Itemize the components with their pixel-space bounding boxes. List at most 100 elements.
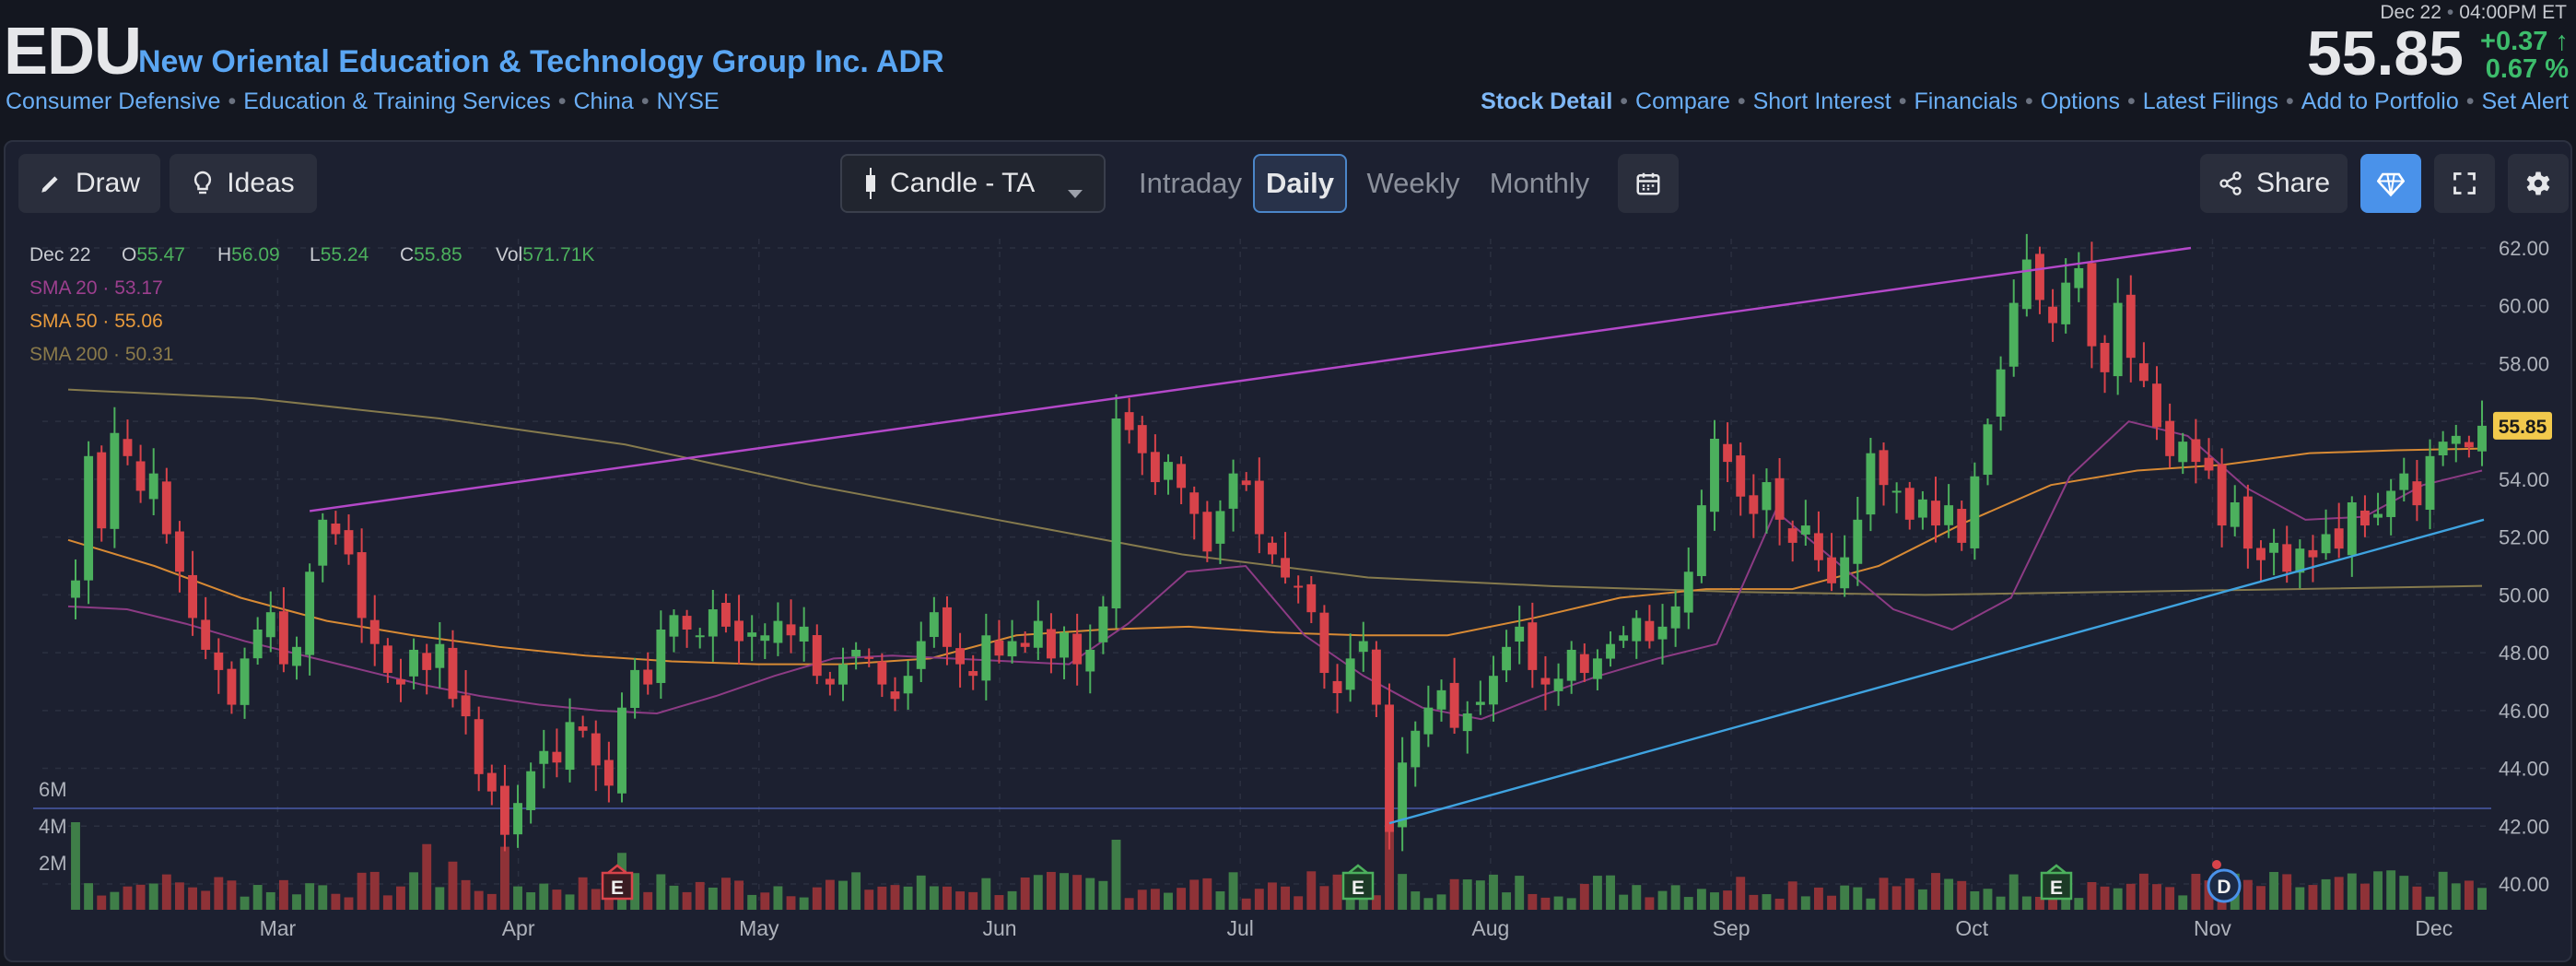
candle-body	[382, 645, 392, 674]
volume-bar	[526, 892, 536, 910]
settings-button[interactable]	[2508, 154, 2569, 213]
legend-sma-item: SMA 20 · 53.17	[29, 277, 163, 299]
candle-body	[2334, 528, 2344, 549]
volume-bar	[1215, 890, 1225, 910]
candle-body	[1813, 533, 1823, 560]
volume-bar	[916, 875, 926, 910]
volume-bar	[1515, 876, 1525, 910]
draw-button[interactable]: Draw	[18, 154, 160, 213]
candle-body	[603, 760, 614, 786]
volume-bar	[2074, 898, 2084, 910]
share-icon	[2219, 171, 2242, 195]
nav-latest-filings[interactable]: Latest Filings	[2142, 88, 2279, 114]
volume-bar	[2295, 887, 2305, 910]
upper-trend-line	[309, 246, 2192, 512]
sector-breadcrumb: Consumer Defensive • Education & Training …	[6, 88, 720, 114]
gear-icon	[2526, 171, 2550, 195]
volume-bar	[630, 873, 640, 910]
share-button[interactable]: Share	[2200, 154, 2348, 213]
chart-type-select[interactable]: Candle - TA	[840, 154, 1106, 213]
nav-options[interactable]: Options	[2040, 88, 2120, 114]
volume-bar	[1189, 879, 1200, 910]
tab-weekly[interactable]: Weekly	[1366, 167, 1460, 199]
price-chart[interactable]: 62.0060.0058.0056.0054.0052.0050.0048.00…	[6, 230, 2570, 962]
candle-body	[929, 612, 939, 638]
price-axis: 62.0060.0058.0056.0054.0052.0050.0048.00…	[39, 237, 2552, 896]
volume-bar	[1787, 881, 1797, 910]
breadcrumb-industry[interactable]: Education & Training Services	[243, 88, 551, 114]
month-label: Nov	[2194, 916, 2231, 940]
volume-bar	[929, 886, 939, 910]
company-name[interactable]: New Oriental Education & Technology Grou…	[138, 44, 944, 79]
price-tick-label: 44.00	[2499, 758, 2549, 781]
volume-bar	[2008, 874, 2019, 910]
svg-text:E: E	[1352, 878, 1364, 899]
chart-legend: Dec 22 O55.47 H56.09 L55.24 C55.85 Vol571.71K…	[29, 244, 594, 365]
last-price-badge	[2493, 411, 2552, 440]
volume-bar	[1762, 894, 1772, 910]
candle-body	[1177, 464, 1187, 489]
volume-bar	[968, 891, 978, 910]
nav-compare[interactable]: Compare	[1635, 88, 1730, 114]
volume-bar	[409, 872, 419, 910]
volume-bar	[1866, 898, 1876, 910]
price-change: +0.37 ↑ 0.67 %	[2480, 28, 2569, 83]
volume-bar	[786, 896, 796, 910]
month-label: Apr	[502, 916, 535, 940]
candle-body	[1670, 606, 1680, 629]
candle-body	[1553, 678, 1563, 691]
breadcrumb-country[interactable]: China	[573, 88, 634, 114]
volume-bar	[1566, 898, 1576, 910]
volume-bar	[955, 891, 966, 910]
nav-financials[interactable]: Financials	[1914, 88, 2019, 114]
date-range-button[interactable]	[1618, 154, 1679, 213]
fullscreen-button[interactable]	[2434, 154, 2495, 213]
candle-body	[2217, 464, 2227, 526]
legend-sma-item: SMA 200 · 50.31	[29, 344, 173, 365]
volume-bar	[2100, 886, 2110, 910]
volume-bar	[2438, 871, 2448, 910]
breadcrumb-exchange[interactable]: NYSE	[656, 88, 720, 114]
tab-intraday[interactable]: Intraday	[1138, 167, 1242, 199]
volume-bar	[1449, 878, 1459, 910]
volume-bar	[552, 889, 562, 910]
candle-body	[2061, 282, 2071, 324]
volume-bar	[656, 874, 666, 910]
candle-body	[2412, 481, 2422, 506]
elite-button[interactable]	[2360, 154, 2421, 213]
ideas-button[interactable]: Ideas	[170, 154, 317, 213]
month-label: Sep	[1713, 916, 1751, 940]
candle-body	[656, 630, 666, 683]
tab-daily[interactable]: Daily	[1253, 154, 1347, 213]
volume-tick-label: 4M	[39, 815, 67, 838]
candle-body	[1189, 492, 1200, 514]
nav-set-alert[interactable]: Set Alert	[2481, 88, 2570, 114]
breadcrumb-sector[interactable]: Consumer Defensive	[6, 88, 221, 114]
candle-body	[916, 641, 926, 669]
candle-body	[1528, 622, 1538, 670]
candle-body	[2282, 544, 2292, 572]
candle-body	[278, 611, 288, 665]
candle-body	[1866, 453, 1876, 515]
volume-bar	[1827, 895, 1836, 910]
volume-bar	[734, 880, 744, 910]
candle-body	[2451, 435, 2461, 444]
volume-bar	[747, 894, 757, 910]
candle-body	[1996, 369, 2006, 417]
volume-bar	[2165, 887, 2175, 910]
nav-add-to-portfolio[interactable]: Add to Portfolio	[2301, 88, 2459, 114]
nav-short-interest[interactable]: Short Interest	[1752, 88, 1891, 114]
volume-bar	[474, 890, 484, 910]
candle-body	[591, 733, 601, 766]
volume-bar	[396, 886, 405, 910]
volume-bar	[318, 885, 328, 910]
candle-body	[578, 726, 588, 731]
volume-bar	[1228, 872, 1238, 910]
tab-monthly[interactable]: Monthly	[1489, 167, 1590, 199]
nav-stock-detail[interactable]: Stock Detail	[1481, 88, 1613, 114]
candle-body	[786, 624, 796, 636]
draw-label: Draw	[75, 168, 140, 198]
candle-body	[1085, 649, 1095, 672]
candle-body	[2477, 425, 2487, 452]
